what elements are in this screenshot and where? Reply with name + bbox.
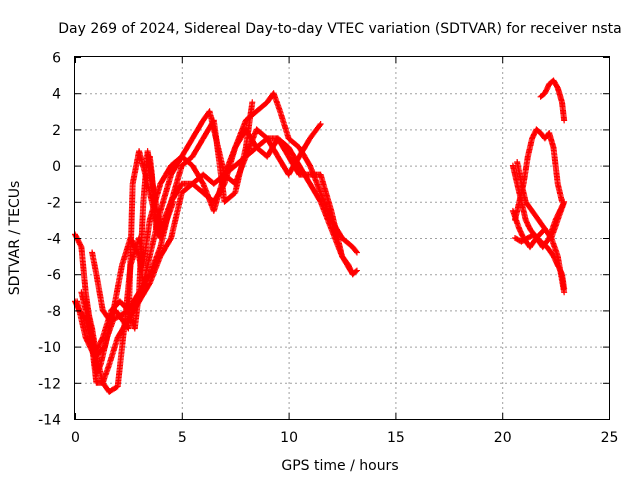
chart-title: Day 269 of 2024, Sidereal Day-to-day VTE…	[58, 21, 621, 37]
data-point-markers	[512, 126, 566, 223]
series-track10	[512, 126, 566, 223]
data-point-markers	[72, 99, 256, 377]
data-marks	[72, 77, 568, 395]
y-tick-label: -8	[47, 304, 61, 320]
y-tick-label: 0	[52, 159, 61, 175]
x-tick-label: 10	[280, 430, 298, 446]
data-point-markers	[82, 90, 360, 395]
x-tick-label: 25	[601, 430, 619, 446]
series-track2	[72, 135, 360, 386]
x-tick-label: 15	[387, 430, 405, 446]
y-tick-label: 6	[52, 51, 61, 67]
series-track11	[512, 231, 568, 292]
data-point-markers	[537, 77, 568, 124]
data-point-markers	[72, 135, 360, 386]
y-tick-label: -6	[47, 268, 61, 284]
y-tick-label: -2	[47, 195, 61, 211]
x-axis-label: GPS time / hours	[281, 458, 398, 474]
series-track12	[537, 77, 568, 124]
series-track7	[146, 153, 177, 241]
y-tick-label: -14	[38, 413, 61, 429]
y-tick-label: -4	[47, 232, 61, 248]
series-track3	[82, 90, 360, 395]
data-point-markers	[146, 153, 177, 241]
data-point-markers	[512, 231, 568, 292]
y-tick-label: 2	[52, 123, 61, 139]
x-tick-label: 20	[494, 430, 512, 446]
y-axis-label: SDTVAR / TECUs	[7, 181, 23, 296]
plot-frame	[74, 56, 610, 420]
series-track5	[74, 126, 356, 359]
y-tick-label: -10	[38, 340, 61, 356]
y-tick-label: 4	[52, 87, 61, 103]
data-point-markers	[74, 126, 356, 359]
x-tick-label: 5	[178, 430, 187, 446]
y-tick-label: -12	[38, 376, 61, 392]
x-tick-label: 0	[71, 430, 80, 446]
series-track1	[72, 99, 256, 377]
axis-ticks: 0 5 10 15 20 25 -14 -12 -10 -8 -6 -4 -2 0 2 4 6	[38, 51, 618, 447]
